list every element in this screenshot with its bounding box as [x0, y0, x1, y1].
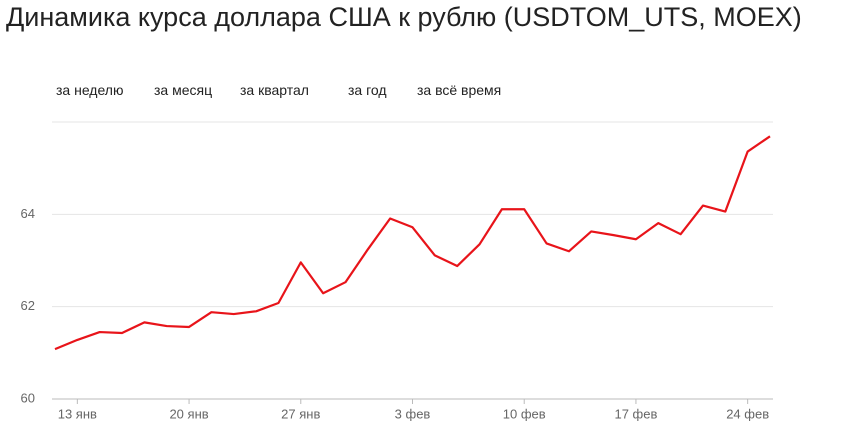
y-tick-label: 64: [21, 206, 35, 221]
y-tick-label: 62: [21, 298, 35, 313]
period-tab[interactable]: за неделю: [56, 82, 124, 98]
x-tick-label: 13 янв: [58, 406, 97, 421]
x-tick-label: 24 фев: [726, 406, 769, 421]
x-tick-label: 10 фев: [503, 406, 546, 421]
y-tick-label: 60: [21, 390, 35, 405]
period-tab[interactable]: за месяц: [154, 82, 213, 98]
chart-title: Динамика курса доллара США к рублю (USDT…: [6, 2, 802, 32]
price-line: [54, 135, 771, 351]
x-tick-label: 27 янв: [281, 406, 320, 421]
period-tab[interactable]: за квартал: [240, 82, 309, 98]
x-tick-label: 3 фев: [395, 406, 431, 421]
period-tab[interactable]: за всё время: [417, 82, 502, 98]
period-tab[interactable]: за год: [348, 82, 387, 98]
x-tick-label: 17 фев: [614, 406, 657, 421]
x-tick-label: 20 янв: [169, 406, 208, 421]
